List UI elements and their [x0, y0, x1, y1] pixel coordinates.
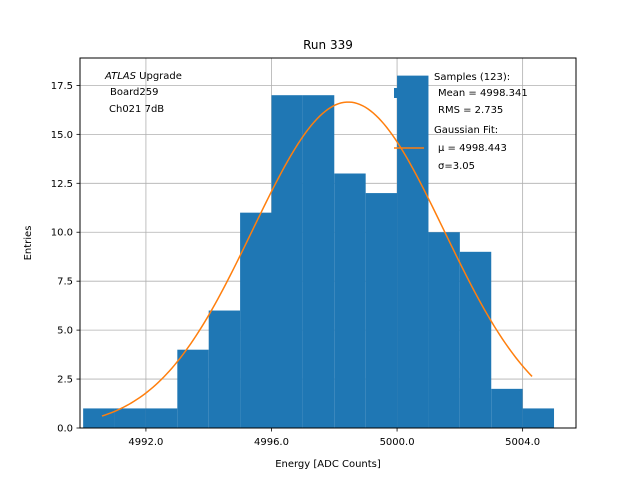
histogram-bar-14 — [522, 408, 555, 428]
annotation-upgrade: Upgrade — [136, 71, 182, 82]
y-tick-label-0: 0.0 — [57, 424, 73, 435]
y-tick-label-3: 7.5 — [57, 277, 73, 288]
histogram-bar-1 — [114, 408, 146, 428]
chart-title: Run 339 — [303, 38, 353, 52]
y-tick-label-2: 5.0 — [57, 326, 73, 337]
legend-samples-mean: Mean = 4998.341 — [438, 88, 528, 99]
y-tick-label-7: 17.5 — [51, 81, 73, 92]
y-axis-label: Entries — [23, 226, 34, 261]
annotation-line1: ATLAS Upgrade — [104, 71, 182, 82]
annotation-atlas: ATLAS — [104, 71, 137, 82]
legend-fit-sigma: σ=3.05 — [438, 161, 475, 172]
fit-curve — [101, 101, 533, 417]
legend-samples-swatch — [394, 88, 422, 98]
histogram-bar-13 — [491, 388, 523, 428]
plot-frame — [79, 57, 577, 429]
y-tick-label-4: 10.0 — [51, 228, 73, 239]
legend-fit-title: Gaussian Fit: — [434, 125, 498, 136]
gaussian-fit — [101, 101, 533, 417]
annotation-channel: Ch021 7dB — [109, 104, 164, 115]
histogram-bar-0 — [83, 408, 115, 428]
annotation-board: Board259 — [110, 87, 158, 98]
y-axis-ticks: 0.0 2.5 5.0 7.5 10.0 12.5 15.0 17.5 — [51, 81, 80, 435]
histogram-bar-3 — [177, 349, 209, 428]
histogram-bar-5 — [240, 212, 272, 428]
histogram-bar-11 — [428, 232, 460, 428]
histogram-bar-6 — [271, 95, 303, 428]
histogram-bar-10 — [397, 75, 429, 428]
atlas-annotation: ATLAS Upgrade Board259 Ch021 7dB — [104, 71, 182, 115]
x-tick-label-1: 4996.0 — [254, 437, 289, 448]
histogram-bar-2 — [145, 408, 178, 428]
histogram-bar-4 — [208, 310, 241, 428]
y-tick-label-1: 2.5 — [57, 375, 73, 386]
x-axis-ticks: 4992.0 4996.0 5000.0 5004.0 — [128, 428, 540, 448]
y-tick-label-5: 12.5 — [51, 179, 73, 190]
legend: Samples (123): Mean = 4998.341 RMS = 2.7… — [394, 72, 528, 172]
histogram-bar-8 — [334, 173, 366, 428]
legend-fit-mu: μ = 4998.443 — [438, 143, 507, 154]
histogram-bars — [83, 75, 555, 428]
histogram-bar-9 — [365, 193, 398, 428]
legend-samples-rms: RMS = 2.735 — [438, 105, 503, 116]
legend-samples-title: Samples (123): — [434, 72, 510, 83]
y-tick-label-6: 15.0 — [51, 130, 73, 141]
x-axis-label: Energy [ADC Counts] — [275, 459, 381, 470]
histogram-bar-7 — [302, 95, 335, 428]
x-tick-label-2: 5000.0 — [380, 437, 415, 448]
x-tick-label-3: 5004.0 — [505, 437, 540, 448]
histogram-bar-12 — [459, 251, 492, 428]
x-tick-label-0: 4992.0 — [128, 437, 163, 448]
